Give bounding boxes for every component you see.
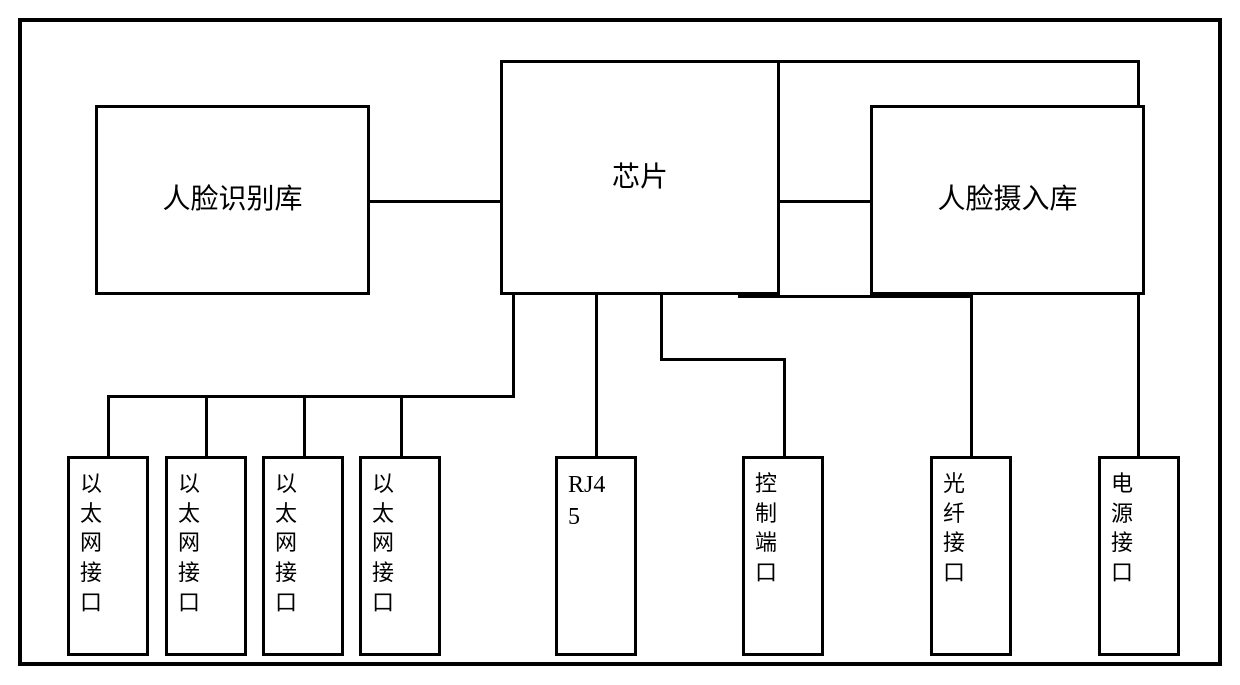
node-face_recog_db-label: 人脸识别库 xyxy=(98,181,367,219)
node-face_cap_db: 人脸摄入库 xyxy=(870,105,1145,295)
edge-control-drop xyxy=(783,358,786,456)
node-chip: 芯片 xyxy=(500,60,780,295)
node-eth1: 以 太 网 接 口 xyxy=(67,456,149,656)
edge-bus-eth3 xyxy=(303,395,306,456)
edge-bus-eth1 xyxy=(107,395,110,456)
edge-bus-eth2 xyxy=(205,395,208,456)
node-power: 电 源 接 口 xyxy=(1098,456,1180,656)
edge-chip-top-out xyxy=(780,60,1140,63)
edge-recog_db-chip xyxy=(370,200,500,203)
node-power-label: 电 源 接 口 xyxy=(1111,469,1177,588)
node-eth3: 以 太 网 接 口 xyxy=(262,456,344,656)
edge-chip-to-fiber-h xyxy=(738,295,972,298)
node-fiber: 光 纤 接 口 xyxy=(930,456,1012,656)
node-face_cap_db-label: 人脸摄入库 xyxy=(873,181,1142,219)
edge-chip-to-control-h xyxy=(660,358,783,361)
edge-chip-to-control-v xyxy=(660,295,663,360)
node-eth3-label: 以 太 网 接 口 xyxy=(275,469,341,617)
edge-bus-eth4 xyxy=(400,395,403,456)
node-eth4-label: 以 太 网 接 口 xyxy=(372,469,438,617)
node-fiber-label: 光 纤 接 口 xyxy=(943,469,1009,588)
node-eth4: 以 太 网 接 口 xyxy=(359,456,441,656)
edge-chip-to-rj45 xyxy=(595,295,598,456)
node-eth1-label: 以 太 网 接 口 xyxy=(80,469,146,617)
node-face_recog_db: 人脸识别库 xyxy=(95,105,370,295)
edge-fiber-drop xyxy=(970,295,973,456)
node-chip-label: 芯片 xyxy=(503,159,777,197)
edge-chip-cap_db xyxy=(780,200,870,203)
node-control: 控 制 端 口 xyxy=(742,456,824,656)
node-rj45: RJ4 5 xyxy=(555,456,637,656)
node-rj45-label: RJ4 5 xyxy=(568,469,634,534)
node-eth2-label: 以 太 网 接 口 xyxy=(178,469,244,617)
node-control-label: 控 制 端 口 xyxy=(755,469,821,588)
node-eth2: 以 太 网 接 口 xyxy=(165,456,247,656)
edge-eth-bus xyxy=(107,395,515,398)
edge-chip-left-to-bus xyxy=(512,295,515,397)
